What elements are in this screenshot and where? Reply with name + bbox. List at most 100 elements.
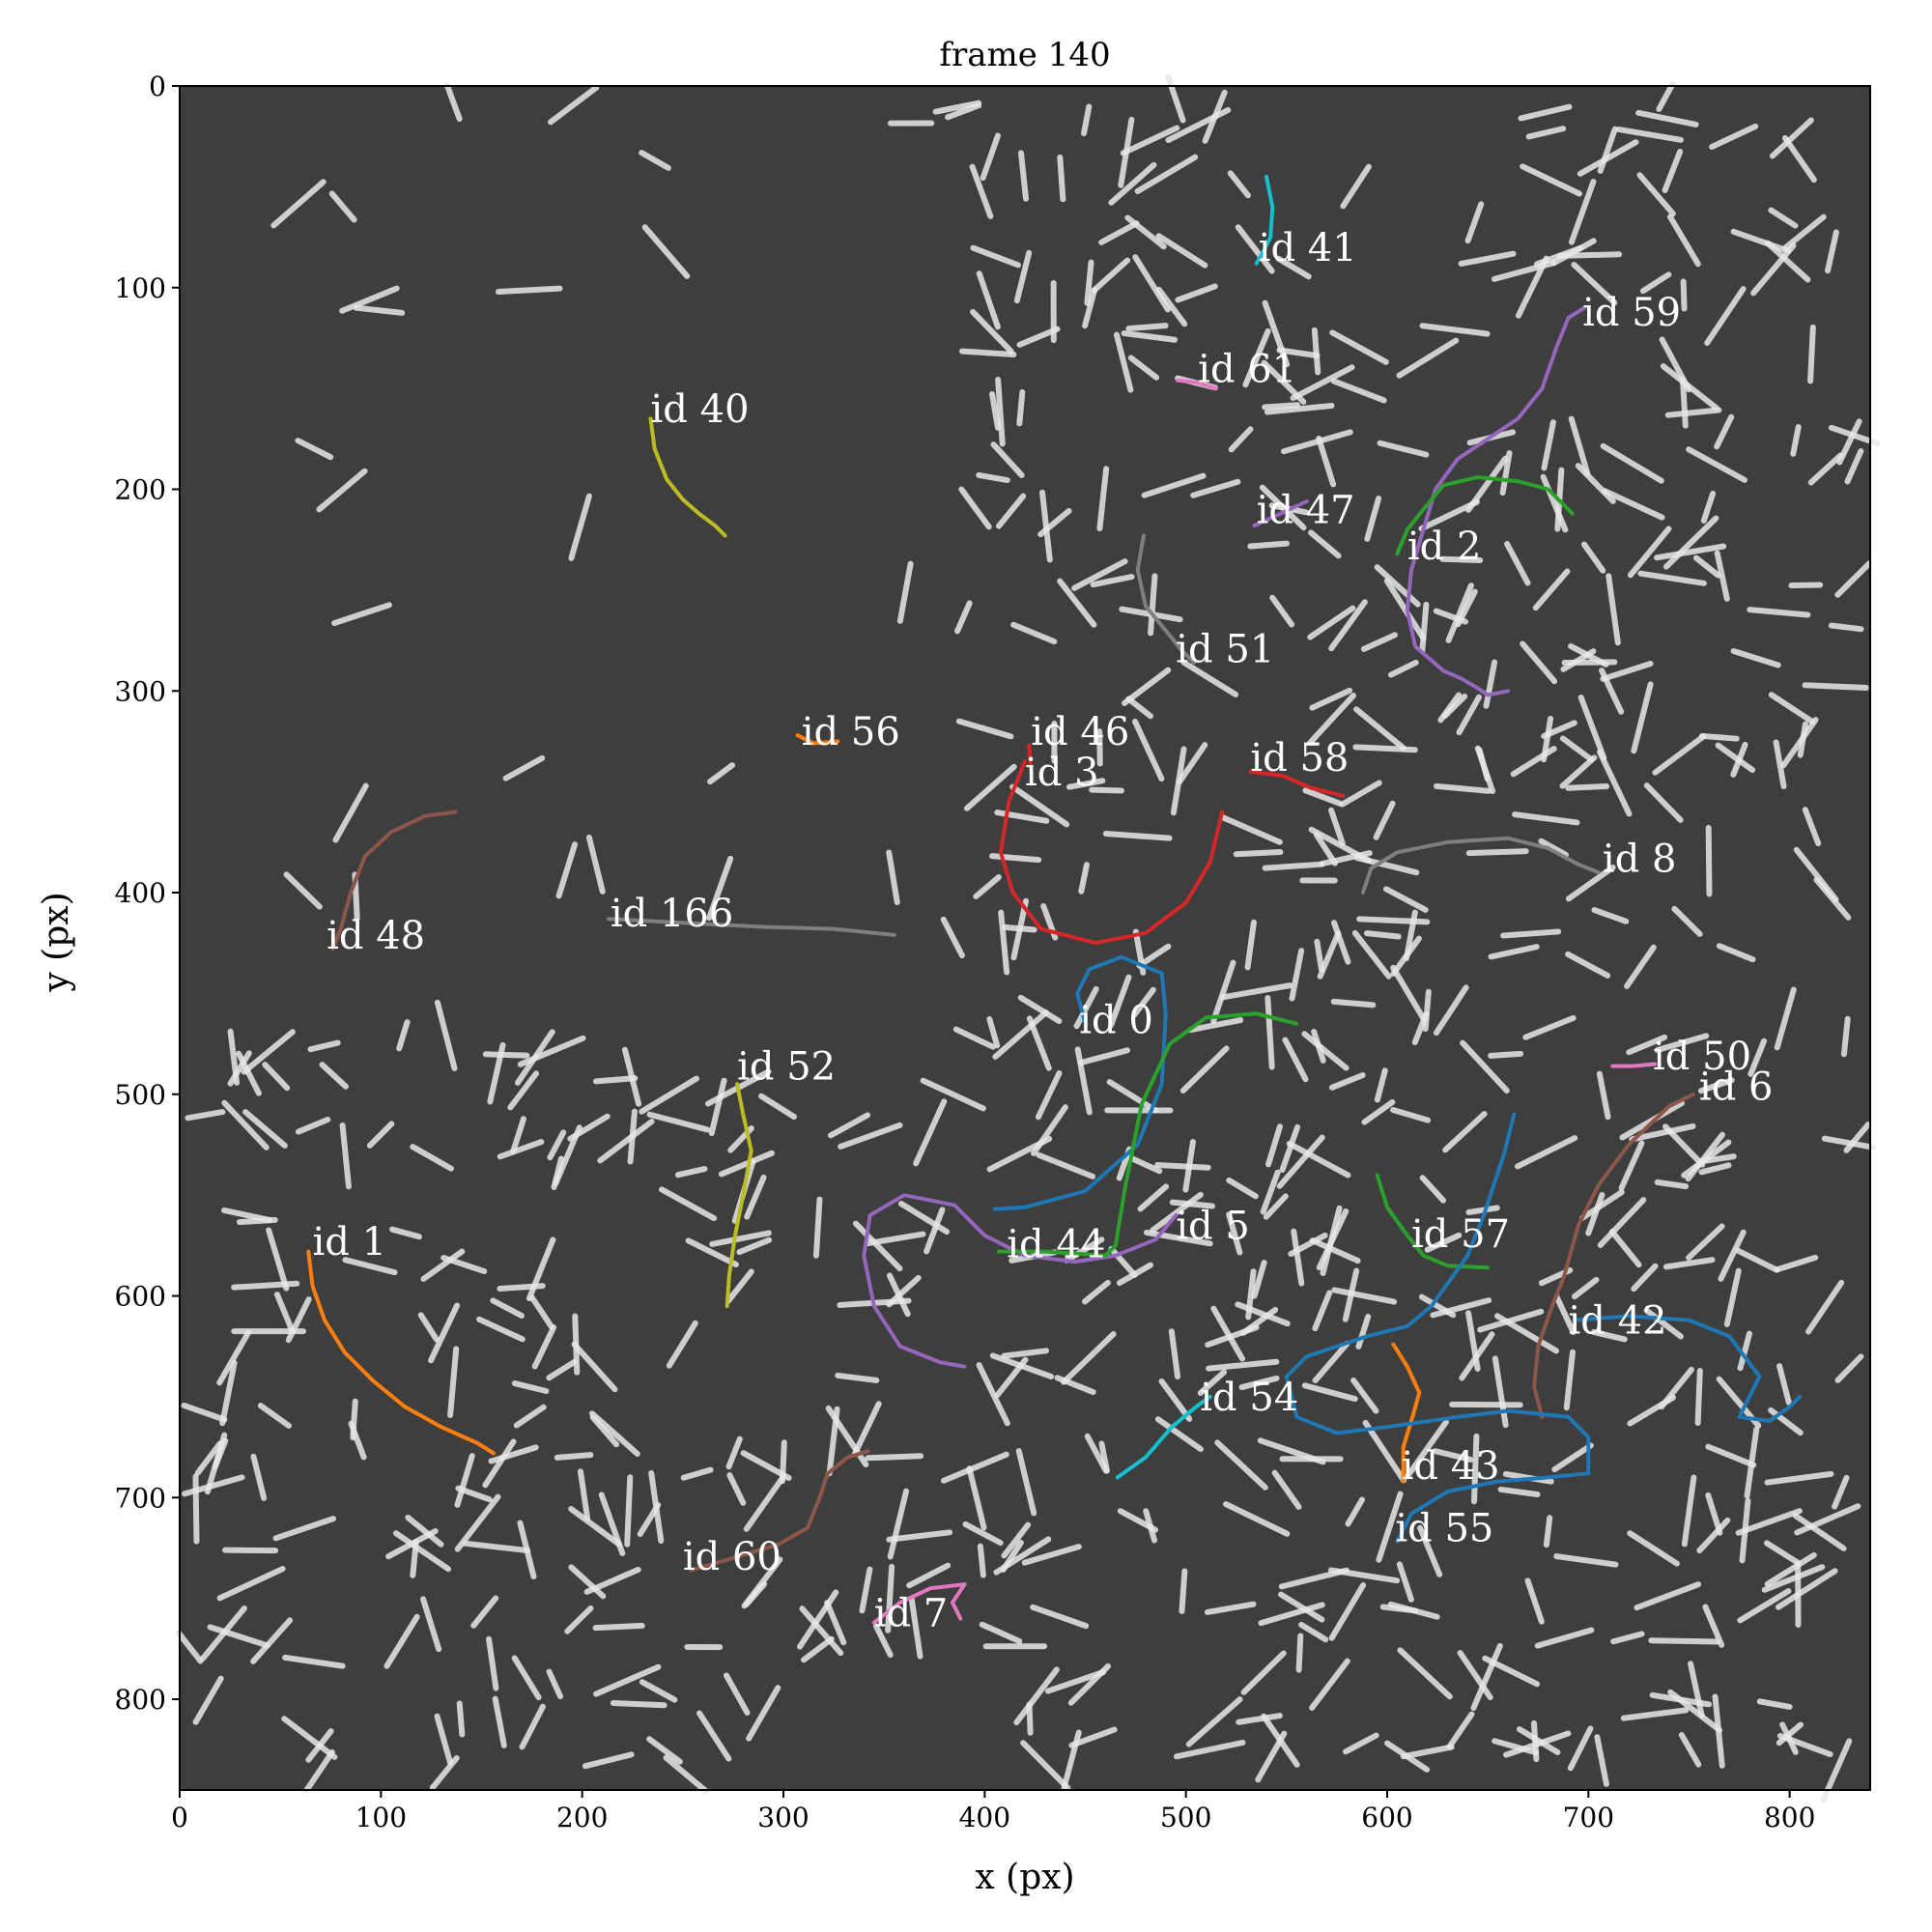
- bacterium-cell: [1532, 568, 1571, 611]
- bacterium-cell: [1739, 1497, 1751, 1564]
- bacterium-cell: [597, 1119, 655, 1164]
- track-label: id 59: [1582, 291, 1681, 335]
- bacterium-cell: [1781, 134, 1817, 184]
- bacterium-cell: [454, 1493, 501, 1552]
- bacterium-cell: [1624, 944, 1657, 989]
- bacterium-cell: [511, 1380, 550, 1395]
- track-line: [1252, 499, 1309, 528]
- bacterium-cell: [992, 1009, 1049, 1060]
- bacterium-cell: [455, 1485, 493, 1503]
- bacterium-cell: [547, 1129, 567, 1161]
- microscopy-image: [180, 86, 1870, 1790]
- bacterium-cell: [546, 1358, 578, 1381]
- bacterium-cell: [1568, 415, 1591, 477]
- bacterium-cell: [492, 1695, 507, 1748]
- bacterium-cell: [1515, 255, 1549, 319]
- bacterium-cell: [262, 1062, 291, 1092]
- track-label: id 50: [1653, 1035, 1751, 1079]
- bacterium-cell: [389, 1226, 423, 1240]
- bacterium-cell: [1276, 347, 1321, 359]
- bacterium-cell: [332, 782, 369, 843]
- bacterium-cell: [1654, 1033, 1710, 1053]
- bacterium-cell: [740, 1450, 792, 1481]
- bacterium-cell: [1615, 126, 1684, 143]
- bacterium-cell: [1596, 1070, 1611, 1121]
- bacterium-cell: [1688, 1661, 1705, 1719]
- bacterium-cell: [1096, 728, 1103, 767]
- bacterium-cell: [1271, 1469, 1302, 1510]
- bacterium-cell: [1680, 278, 1688, 312]
- bacterium-cell: [1276, 1134, 1325, 1189]
- bacterium-cell: [1446, 1711, 1475, 1750]
- bacterium-cell: [519, 1703, 546, 1750]
- bacterium-cell: [1021, 1544, 1082, 1566]
- bacterium-cell: [1361, 1098, 1396, 1125]
- track-line: [999, 759, 1225, 946]
- bacterium-cell: [1179, 1045, 1230, 1094]
- bacterium-cell: [1599, 668, 1625, 715]
- bacterium-cell: [1520, 163, 1582, 197]
- bacterium-cell: [989, 390, 1001, 431]
- bacterium-cell: [1010, 621, 1058, 645]
- track-label: id 6: [1699, 1065, 1774, 1109]
- bacterium-cell: [886, 1529, 953, 1543]
- bacterium-cell: [1697, 1077, 1735, 1094]
- bacterium-cell: [1262, 402, 1301, 411]
- bacterium-cell: [1073, 985, 1099, 1030]
- bacterium-cell: [1286, 1140, 1351, 1179]
- bacterium-cell: [707, 762, 735, 785]
- bacterium-cell: [1565, 864, 1616, 902]
- bacterium-cell: [393, 1530, 452, 1573]
- bacterium-cell: [1127, 1154, 1163, 1175]
- bacterium-cell: [1301, 1031, 1350, 1071]
- bacterium-cell: [1026, 1701, 1034, 1736]
- bacterium-cell: [1309, 1237, 1361, 1264]
- x-tick-label: 100: [355, 1802, 407, 1833]
- bacterium-cell: [1445, 582, 1474, 643]
- bacterium-cell: [1328, 599, 1368, 652]
- bacterium-cell: [637, 1502, 662, 1538]
- bacterium-cell: [192, 1675, 224, 1725]
- bacterium-cell: [221, 1099, 270, 1151]
- bacterium-cell: [1017, 150, 1030, 202]
- bacterium-cell: [1155, 286, 1188, 327]
- bacterium-cell: [1360, 632, 1398, 652]
- bacterium-cell: [281, 1716, 338, 1760]
- track-line: [992, 954, 1168, 1211]
- y-axis-label: y (px): [37, 892, 76, 992]
- bacterium-cell: [526, 1236, 556, 1302]
- bacterium-cell: [1666, 213, 1701, 268]
- bacterium-cell: [887, 1488, 910, 1560]
- bacterium-cell: [976, 1362, 1010, 1427]
- bacterium-cell: [1124, 214, 1167, 250]
- bacterium-cell: [1608, 1229, 1642, 1268]
- track-line: [1572, 1314, 1803, 1423]
- track-label: id 42: [1569, 1299, 1667, 1344]
- bacterium-cell: [564, 1605, 594, 1634]
- bacterium-cell: [865, 1453, 924, 1462]
- bacterium-cell: [908, 1596, 923, 1660]
- bacterium-cell: [973, 874, 1002, 899]
- bacterium-cell: [585, 834, 606, 895]
- bacterium-cell: [434, 999, 458, 1071]
- bacterium-cell: [1575, 463, 1616, 504]
- bacterium-cell: [958, 486, 992, 530]
- bacterium-cell: [706, 855, 734, 922]
- bacterium-cell: [940, 1451, 1009, 1484]
- bacterium-cell: [1627, 526, 1672, 579]
- bacterium-cell: [250, 1617, 294, 1664]
- bacterium-cell: [1631, 1263, 1659, 1293]
- bacterium-cell: [1503, 1730, 1572, 1758]
- bacterium-cell: [1037, 507, 1072, 538]
- bacterium-cell: [1001, 1348, 1050, 1359]
- bacterium-cell: [1591, 907, 1630, 924]
- bacterium-cell: [1807, 452, 1844, 486]
- bacterium-cell: [307, 1039, 341, 1053]
- bacterium-cell: [1016, 389, 1026, 427]
- bacterium-cell: [1782, 213, 1827, 251]
- bacterium-cell: [1700, 491, 1717, 525]
- bacterium-cell: [1301, 1382, 1358, 1403]
- bacterium-cell: [1834, 560, 1873, 598]
- bacterium-cell: [998, 909, 1010, 976]
- bacterium-cell: [454, 1453, 475, 1508]
